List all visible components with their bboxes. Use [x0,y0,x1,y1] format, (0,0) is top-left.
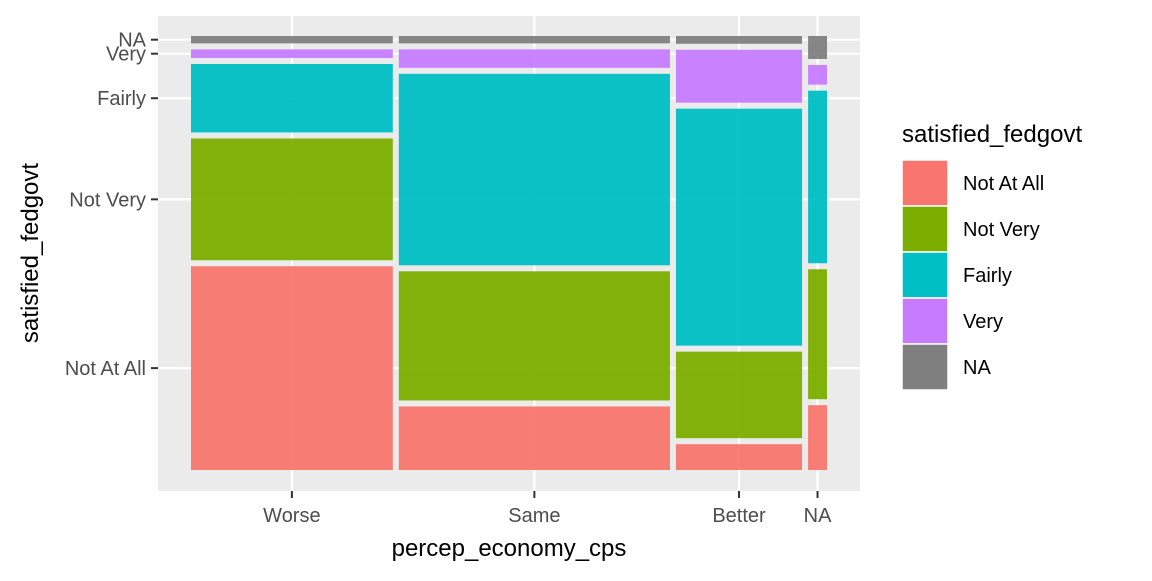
legend-title: satisfied_fedgovt [902,121,1082,148]
tile-better-fairly [675,108,803,346]
tile-worse-not-at-all [191,266,393,470]
legend-label-not-at-all: Not At All [963,173,1044,195]
tile-same-very [398,49,670,68]
y-tick-label-not-very: Not Very [69,189,146,211]
legend-key-fairly [901,251,949,299]
x-tick-label-na: NA [804,505,832,527]
tile-same-na [398,36,670,44]
legend-key-very [901,297,949,345]
tile-better-not-very [675,351,803,439]
y-tick-label-fairly: Fairly [97,88,146,110]
y-tick-label-very: Very [106,44,146,66]
x-tick-label-worse: Worse [263,505,320,527]
tile-na-not-at-all [808,405,827,470]
legend-label-fairly: Fairly [963,265,1012,287]
legend-key-na [901,343,949,391]
tile-better-not-at-all [675,444,803,470]
legend-key-not-at-all [901,159,949,207]
x-axis-title: percep_economy_cps [392,535,627,562]
legend-label-na: NA [963,357,991,379]
x-tick-label-better: Better [712,505,766,527]
tile-na-not-very [808,269,827,400]
legend: satisfied_fedgovt Not At All Not Very Fair… [901,121,1082,391]
tile-worse-na [191,36,393,44]
tile-better-very [675,49,803,103]
x-axis: Worse Same Better NA [263,491,832,527]
tile-worse-fairly [191,63,393,133]
mosaic-tiles [191,36,827,470]
tile-na-na [808,36,827,59]
legend-key-not-very [901,205,949,253]
tile-same-fairly [398,73,670,266]
y-axis-title: satisfied_fedgovt [17,163,44,343]
x-tick-label-same: Same [508,505,560,527]
y-tick-label-not-at-all: Not At All [65,358,146,380]
tile-same-not-at-all [398,406,670,470]
tile-na-fairly [808,90,827,264]
y-tick-label-na: NA [118,30,146,52]
tile-worse-not-very [191,138,393,261]
tile-same-not-very [398,271,670,401]
tile-worse-very [191,49,393,58]
legend-label-not-very: Not Very [963,219,1040,241]
legend-label-very: Very [963,311,1003,333]
tile-better-na [675,36,803,44]
tile-na-very [808,64,827,85]
